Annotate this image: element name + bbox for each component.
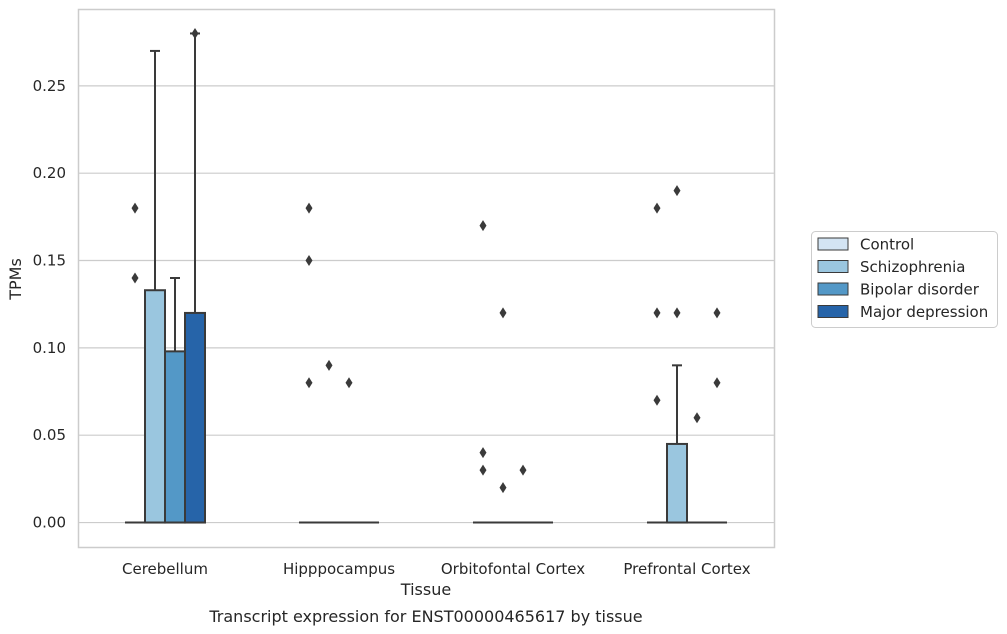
outlier-point [305, 255, 313, 267]
outlier-point [191, 27, 199, 39]
box-group [184, 27, 206, 524]
legend-swatch [817, 237, 849, 251]
legend-swatch [817, 260, 849, 273]
x-tick-label: Hipppocampus [283, 560, 395, 578]
box-group [144, 49, 166, 524]
box [666, 442, 688, 524]
box-group [473, 220, 493, 524]
outlier-point [479, 447, 487, 459]
legend: Control Schizophrenia Bipolar disorder Majo… [811, 231, 998, 328]
x-axis-label: Tissue [400, 580, 451, 599]
y-axis-label: TPMs [6, 258, 25, 301]
box-group [299, 202, 319, 524]
legend-frame [811, 231, 998, 328]
box-group [125, 202, 145, 524]
legend-item: Schizophrenia [817, 258, 965, 276]
box [144, 289, 166, 524]
outlier-point [499, 482, 507, 494]
outlier-point [325, 359, 333, 371]
box-group [707, 307, 727, 524]
outlier-point [653, 307, 661, 319]
x-tick-label: Prefrontal Cortex [623, 560, 750, 578]
y-axis-ticks: 0.00 0.05 0.10 0.15 0.20 0.25 [33, 77, 66, 532]
y-tick-label: 0.00 [33, 514, 66, 532]
box-group [687, 412, 707, 524]
outlier-point [653, 202, 661, 214]
outlier-point [305, 202, 313, 214]
outlier-point [519, 464, 527, 476]
legend-item: Major depression [817, 303, 988, 321]
outlier-point [713, 377, 721, 389]
box [184, 311, 206, 524]
box-group [513, 464, 533, 524]
legend-item: Control [817, 236, 914, 254]
outlier-point [499, 307, 507, 319]
plot-area-frame [77, 8, 776, 549]
outlier-point [479, 220, 487, 232]
outlier-point [479, 464, 487, 476]
outlier-point [345, 377, 353, 389]
legend-item: Bipolar disorder [817, 281, 980, 299]
y-tick-label: 0.25 [33, 77, 66, 95]
legend-swatch [817, 282, 849, 296]
outlier-point [673, 307, 681, 319]
outlier-point [693, 412, 701, 424]
y-tick-label: 0.10 [33, 339, 66, 357]
outlier-point [673, 185, 681, 197]
box-group [493, 307, 513, 524]
box-series [125, 27, 727, 524]
x-tick-label: Orbitofontal Cortex [441, 560, 585, 578]
box-group [666, 185, 688, 524]
legend-label: Control [860, 236, 914, 254]
box [164, 350, 186, 524]
legend-label: Major depression [860, 303, 988, 321]
box-group [339, 377, 359, 524]
y-tick-label: 0.15 [33, 252, 66, 270]
legend-label: Schizophrenia [860, 258, 965, 276]
x-axis-ticks: Cerebellum Hipppocampus Orbitofontal Corte… [122, 560, 751, 578]
x-tick-label: Cerebellum [122, 560, 208, 578]
box-group [319, 359, 339, 524]
outlier-point [713, 307, 721, 319]
y-tick-label: 0.05 [33, 426, 66, 444]
y-tick-label: 0.20 [33, 164, 66, 182]
box-group [647, 202, 667, 524]
outlier-point [305, 377, 313, 389]
chart-caption: Transcript expression for ENST0000046561… [208, 607, 642, 626]
outlier-point [653, 394, 661, 406]
legend-swatch [817, 305, 849, 318]
legend-label: Bipolar disorder [860, 281, 980, 299]
outlier-point [131, 202, 139, 214]
outlier-point [131, 272, 139, 284]
box-group [164, 277, 186, 524]
